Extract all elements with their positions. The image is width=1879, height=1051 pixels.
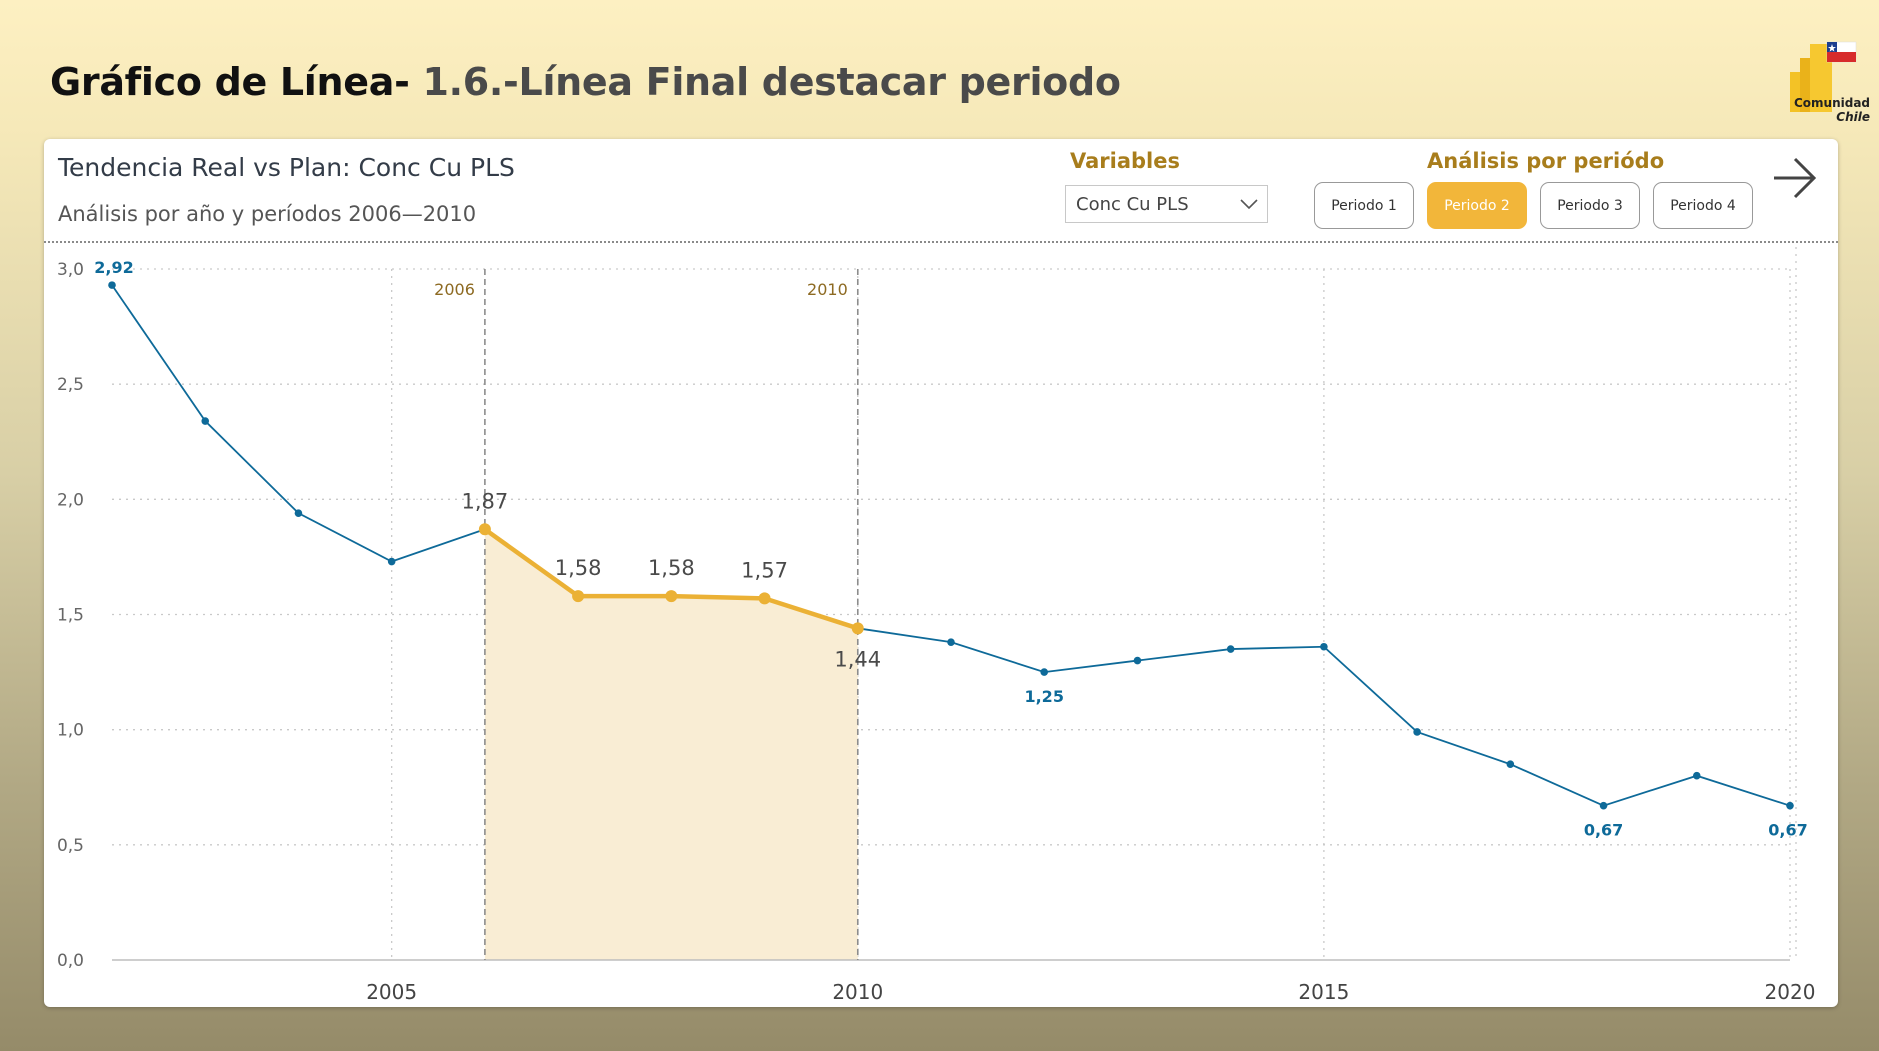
data-point [1786,801,1794,810]
data-label: 1,57 [741,558,788,582]
period-boundary-label: 2006 [434,280,475,299]
y-tick-label: 1,5 [57,606,84,626]
data-label: 1,44 [834,647,881,671]
page-title: Gráfico de Línea- 1.6.-Línea Final desta… [50,60,1121,104]
data-point [1320,642,1328,651]
page-title-subtitle: 1.6.-Línea Final destacar periodo [409,60,1122,104]
highlight-point [758,592,771,605]
variables-label: Variables [1070,149,1180,173]
data-point [201,417,210,425]
data-point [1692,771,1701,780]
data-point [1506,760,1515,769]
data-point [1040,668,1049,676]
logo-line2: Chile [1836,110,1870,124]
y-tick-label: 3,0 [57,260,84,280]
page-title-bold: Gráfico de Línea- [50,60,410,104]
data-point [387,557,396,566]
y-tick-label: 2,0 [57,490,84,510]
chart-subtitle: Análisis por año y períodos 2006—2010 [58,202,477,226]
line-chart: 0,0 0,5 1,0 1,5 2,0 2,5 3,0 2005 2010 2015 2020 200… [57,247,1816,1004]
y-tick-label: 0,5 [57,836,84,856]
data-label: 1,58 [648,556,695,580]
data-label: 1,87 [462,489,509,513]
highlight-point [572,590,585,603]
data-label: 1,58 [555,556,602,580]
chevron-down-icon [1240,199,1258,210]
highlight-area [484,529,858,960]
data-point [1413,728,1421,736]
highlight-point [665,590,678,603]
period-3-button[interactable]: Periodo 3 [1540,182,1640,229]
period-4-button[interactable]: Periodo 4 [1653,182,1753,229]
logo-caption: Comunidad Chile [1778,96,1870,124]
logo-line1: Comunidad [1793,96,1870,110]
header-separator [44,241,1838,243]
data-label: 1,25 [1024,687,1063,706]
x-tick-label: 2015 [1298,980,1349,1004]
data-point [947,638,955,646]
x-tick-label: 2020 [1765,980,1816,1004]
variable-dropdown-value: Conc Cu PLS [1076,194,1189,215]
data-point [294,509,303,517]
y-tick-label: 1,0 [57,721,84,741]
comunidad-chile-logo [1790,41,1857,112]
y-tick-label: 2,5 [57,375,84,395]
x-tick-label: 2005 [366,980,417,1004]
chart-card: Tendencia Real vs Plan: Conc Cu PLS Anál… [44,139,1838,1007]
series-line [111,284,1791,807]
data-label: 2,92 [94,258,133,277]
data-point [108,281,116,289]
data-point [1599,801,1608,810]
chart-title: Tendencia Real vs Plan: Conc Cu PLS [58,153,515,182]
data-label: 0,67 [1584,821,1623,840]
period-analysis-label: Análisis por periódo [1427,149,1665,173]
period-1-button[interactable]: Periodo 1 [1314,182,1414,229]
highlight-point [851,622,864,635]
period-2-button[interactable]: Periodo 2 [1427,182,1527,229]
y-tick-label: 0,0 [57,951,84,971]
x-tick-label: 2010 [832,980,883,1004]
data-label: 0,67 [1768,821,1807,840]
data-point [1226,645,1235,653]
period-boundary-label: 2010 [807,280,848,299]
arrow-right-icon[interactable] [1771,156,1819,200]
highlight-point [478,523,491,536]
variable-dropdown[interactable]: Conc Cu PLS [1065,185,1268,223]
data-point [1133,656,1142,665]
